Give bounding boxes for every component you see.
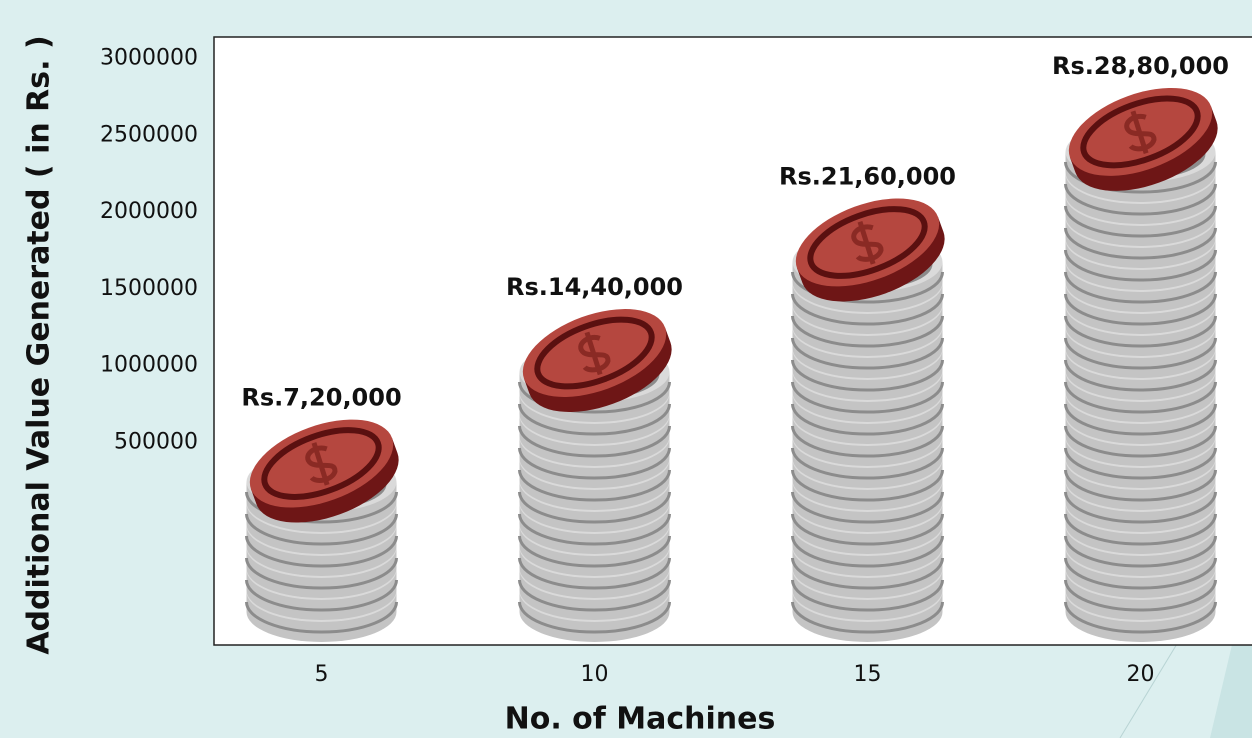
value-label: Rs.14,40,000 <box>506 273 683 301</box>
value-label: Rs.28,80,000 <box>1052 52 1229 80</box>
y-tick-label: 500000 <box>114 429 198 454</box>
coin-stack <box>784 181 956 642</box>
y-tick-label: 3000000 <box>100 45 198 70</box>
y-tick-label: 1500000 <box>100 276 198 301</box>
y-tick-label: 1000000 <box>100 353 198 378</box>
y-axis-title: Additional Value Generated ( in Rs. ) <box>22 35 57 654</box>
x-axis-title: No. of Machines <box>505 702 776 737</box>
x-tick-label: 10 <box>581 662 609 687</box>
page: {"chart_data": {"type": "pictogram-bar",… <box>0 0 1252 738</box>
y-tick-label: 2000000 <box>100 199 198 224</box>
value-label: Rs.21,60,000 <box>779 162 956 190</box>
x-tick-label: 20 <box>1127 662 1155 687</box>
x-tick-label: 15 <box>854 662 882 687</box>
y-tick-label: 2500000 <box>100 122 198 147</box>
coin-stack <box>1057 71 1229 642</box>
x-tick-label: 5 <box>315 662 329 687</box>
value-label: Rs.7,20,000 <box>241 384 401 412</box>
chart: No. of Machines Additional Value Generat… <box>0 0 1252 738</box>
